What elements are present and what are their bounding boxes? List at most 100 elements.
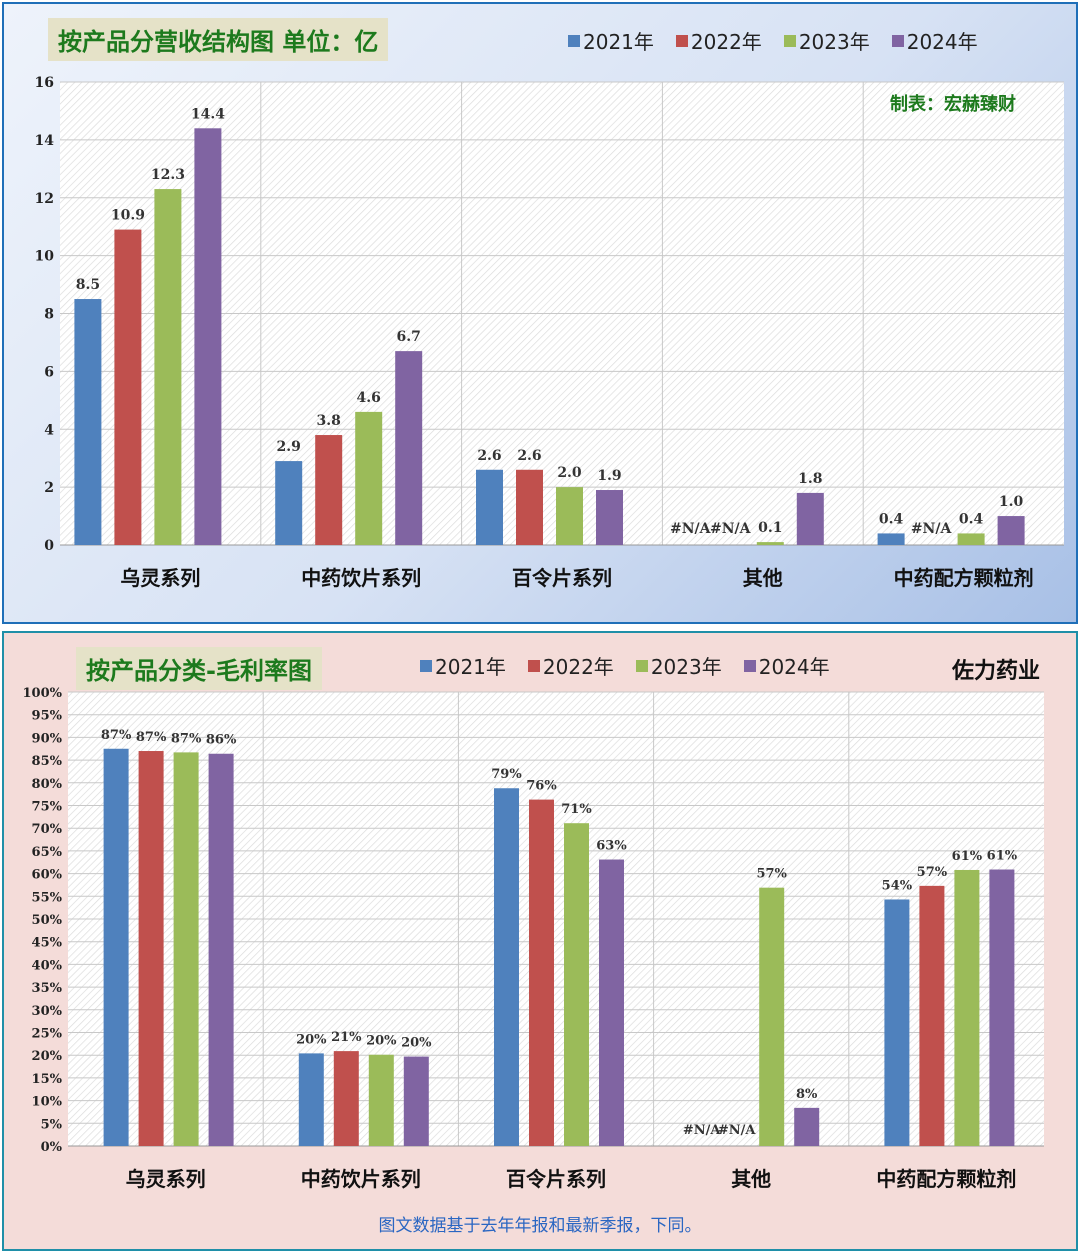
y-tick-label: 80% — [32, 777, 63, 792]
legend-label: 2021年 — [583, 30, 654, 54]
y-tick-label: 35% — [32, 981, 63, 996]
chart-credit: 制表：宏赫臻财 — [890, 94, 1016, 115]
bar — [368, 1054, 394, 1146]
data-label: #N/A — [670, 521, 712, 537]
bar — [114, 229, 142, 546]
bar — [529, 799, 554, 1146]
legend-item-2024: 2024年 — [743, 651, 830, 680]
data-label: 2.0 — [557, 465, 582, 481]
bar — [989, 869, 1015, 1146]
bar — [355, 411, 383, 545]
bar — [103, 748, 129, 1146]
data-label: 20% — [296, 1032, 327, 1047]
legend-label: 2023年 — [650, 655, 722, 679]
y-tick-label: 14 — [35, 133, 55, 149]
y-tick-label: 4 — [44, 422, 54, 438]
y-tick-label: 40% — [32, 958, 63, 973]
x-category-label: 其他 — [731, 1167, 771, 1191]
bar — [403, 1056, 429, 1146]
legend-label: 2022年 — [690, 30, 762, 54]
bar — [333, 1051, 359, 1146]
data-label: 87% — [136, 730, 167, 745]
x-category-label: 中药饮片系列 — [301, 566, 421, 590]
bar — [315, 435, 343, 545]
bar — [759, 887, 785, 1146]
bar — [957, 533, 985, 545]
chart-title: 按产品分类-毛利率图 — [76, 647, 322, 690]
y-tick-label: 65% — [32, 845, 63, 860]
data-label: 57% — [756, 867, 787, 882]
y-tick-label: 85% — [32, 754, 63, 769]
bar — [154, 189, 182, 545]
y-tick-label: 45% — [32, 936, 63, 951]
data-label: 79% — [491, 767, 522, 782]
bar — [564, 823, 589, 1146]
legend-swatch — [420, 659, 432, 672]
legend-swatch — [675, 34, 688, 47]
data-label: 1.0 — [999, 494, 1024, 510]
y-tick-label: 12 — [35, 191, 54, 207]
bar — [796, 492, 824, 545]
bar — [756, 542, 784, 545]
bar — [74, 299, 102, 545]
legend-item-2024: 2024年 — [891, 26, 978, 55]
bar — [516, 469, 543, 545]
data-label: 0.4 — [879, 511, 904, 527]
y-tick-label: 10% — [32, 1095, 63, 1110]
data-label: 8.5 — [76, 277, 100, 293]
bar — [275, 461, 303, 545]
y-tick-label: 95% — [32, 709, 63, 724]
legend-label: 2022年 — [542, 655, 614, 679]
chart-title: 按产品分营收结构图 单位：亿 — [48, 18, 389, 61]
legend-swatch — [743, 659, 756, 672]
y-tick-label: 16 — [35, 75, 54, 91]
bar — [919, 885, 945, 1146]
legend-swatch — [527, 659, 540, 672]
data-label: 0.4 — [959, 511, 984, 527]
y-tick-label: 90% — [32, 731, 63, 746]
data-label: 3.8 — [317, 413, 341, 429]
legend-label: 2023年 — [798, 30, 870, 54]
bar — [556, 487, 583, 545]
margin-chart-panel: 按产品分类-毛利率图 2021年 2022年 2023年 2024年 佐力药业 … — [2, 631, 1078, 1251]
data-label: 12.3 — [151, 167, 185, 183]
bar — [954, 869, 980, 1146]
y-tick-label: 6 — [44, 364, 54, 380]
y-tick-label: 25% — [32, 1027, 63, 1042]
bar — [599, 859, 624, 1146]
y-tick-label: 2 — [44, 480, 54, 496]
data-label: #N/A — [683, 1123, 722, 1138]
data-label: 1.8 — [798, 471, 822, 487]
y-tick-label: 60% — [32, 868, 63, 883]
footer-note: 图文数据基于去年年报和最新季报，下同。 — [378, 1216, 702, 1236]
data-label: 8% — [796, 1087, 818, 1102]
revenue-chart-panel: 按产品分营收结构图 单位：亿 2021年 2022年 2023年 2024年 0… — [2, 2, 1078, 624]
bar — [596, 490, 623, 545]
data-label: 20% — [366, 1034, 397, 1049]
data-label: 1.9 — [597, 468, 621, 484]
y-tick-label: 0% — [41, 1140, 63, 1155]
bar — [494, 788, 519, 1146]
y-tick-label: 15% — [32, 1072, 63, 1087]
data-label: 87% — [101, 728, 132, 743]
y-tick-label: 8 — [44, 307, 54, 323]
data-label: 4.6 — [357, 390, 381, 406]
x-category-label: 中药配方颗粒剂 — [876, 1167, 1016, 1191]
y-tick-label: 50% — [32, 913, 63, 928]
y-tick-label: 55% — [32, 890, 63, 905]
data-label: #N/A — [911, 521, 953, 537]
legend-swatch — [635, 659, 648, 672]
bar — [194, 128, 222, 546]
bar — [476, 469, 503, 545]
data-label: 54% — [882, 878, 913, 893]
data-label: 61% — [987, 849, 1018, 864]
bar — [298, 1053, 324, 1146]
y-tick-label: 75% — [32, 800, 63, 815]
legend: 2021年 2022年 2023年 2024年 — [420, 651, 830, 680]
legend-item-2021: 2021年 — [568, 26, 654, 55]
x-category-label: 百令片系列 — [506, 1167, 606, 1191]
bar — [395, 351, 423, 545]
data-label: 63% — [596, 839, 627, 854]
margin-bar-chart: 0% 5% 10% 15% 20% 25% 30% 35% 40% 45% 50% 55% 60% 65%… — [23, 686, 1044, 1191]
bar — [208, 753, 234, 1146]
